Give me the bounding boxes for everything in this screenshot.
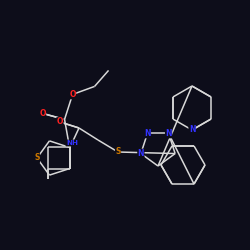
Text: O: O bbox=[69, 90, 76, 99]
Text: O: O bbox=[57, 118, 63, 126]
Text: N: N bbox=[189, 126, 195, 134]
Text: NH: NH bbox=[66, 140, 78, 146]
Text: N: N bbox=[138, 149, 144, 158]
Text: S: S bbox=[34, 154, 40, 162]
Text: N: N bbox=[165, 129, 172, 138]
Text: N: N bbox=[144, 129, 151, 138]
Text: O: O bbox=[39, 109, 46, 118]
Text: S: S bbox=[115, 148, 121, 156]
